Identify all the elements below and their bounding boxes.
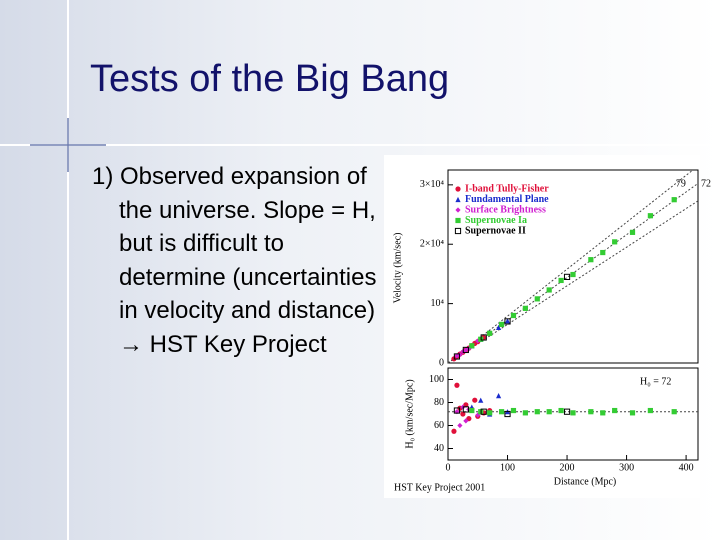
- velocity-point: [495, 324, 502, 330]
- legend-label: Surface Brightness: [465, 204, 546, 215]
- h0-point: [534, 409, 540, 415]
- h0-point: [600, 410, 606, 416]
- y2-tick-label: 60: [434, 420, 444, 431]
- h0-point: [629, 410, 636, 416]
- h0-point: [480, 408, 487, 415]
- y2-tick-label: 40: [434, 443, 444, 454]
- legend-label: Supernovae Ia: [465, 215, 527, 226]
- h0-point: [612, 407, 618, 414]
- velocity-point: [462, 346, 469, 354]
- legend-marker: [455, 217, 461, 224]
- h0-point: [563, 408, 571, 415]
- y-tick-label: 0: [439, 357, 444, 368]
- x-axis-label: Distance (Mpc): [554, 476, 616, 487]
- h0-point: [510, 407, 517, 414]
- velocity-point: [629, 229, 636, 235]
- velocity-point: [504, 318, 511, 325]
- x-tick-label: 300: [619, 462, 634, 473]
- y2-tick-label: 100: [429, 374, 444, 385]
- velocity-point: [600, 249, 606, 256]
- velocity-point: [570, 271, 576, 278]
- h0-point: [478, 397, 484, 403]
- y2-axis-label: H₀ (km/sec/Mpc): [404, 379, 415, 448]
- y-axis-label: Velocity (km/sec): [392, 233, 403, 304]
- velocity-point: [504, 318, 511, 324]
- x-tick-label: 200: [560, 462, 575, 473]
- legend-label: I-band Tully-Fisher: [465, 183, 549, 194]
- velocity-point: [487, 330, 493, 336]
- velocity-point: [463, 347, 469, 353]
- h0-point: [522, 410, 528, 416]
- h0-point: [469, 407, 475, 414]
- legend-marker: [454, 227, 462, 235]
- h0-label: H₀ = 72: [640, 376, 671, 387]
- legend-marker: [455, 207, 461, 213]
- velocity-point: [588, 257, 594, 263]
- h0-point: [570, 410, 576, 416]
- h0-point: [463, 402, 469, 408]
- h0-point: [451, 428, 457, 434]
- velocity-point: [671, 197, 677, 203]
- velocity-point: [612, 239, 618, 245]
- x-tick-label: 100: [500, 462, 515, 473]
- h0-point: [472, 397, 478, 403]
- legend-marker: [455, 186, 461, 192]
- y-tick-label: 2×10⁴: [420, 239, 445, 250]
- credit: HST Key Project 2001: [394, 482, 485, 493]
- y2-tick-label: 80: [434, 397, 444, 408]
- slide-title: Tests of the Big Bang: [90, 58, 450, 100]
- legend-label: Supernovae II: [465, 225, 526, 236]
- h0-point: [498, 409, 505, 415]
- bullet-text: 1) Observed expansion of the universe. S…: [92, 163, 377, 358]
- top-panel-frame: [447, 169, 699, 364]
- h0-point: [453, 407, 461, 414]
- bottom-panel-frame: [447, 367, 699, 461]
- velocity-point: [563, 273, 571, 280]
- h0-point: [558, 407, 564, 414]
- velocity-point: [453, 353, 461, 360]
- y-tick-label: 10⁴: [431, 298, 445, 309]
- velocity-point: [480, 334, 487, 341]
- velocity-point: [469, 343, 475, 349]
- x-tick-label: 0: [446, 462, 451, 473]
- h0-point: [495, 393, 502, 399]
- x-tick-label: 400: [679, 462, 694, 473]
- velocity-point: [558, 277, 564, 284]
- legend-marker: [455, 196, 461, 203]
- velocity-point: [534, 296, 540, 302]
- fit-line-label: 72: [701, 178, 711, 189]
- y-tick-label: 3×10⁴: [420, 179, 445, 190]
- h0-point: [487, 410, 493, 416]
- h0-point: [588, 409, 594, 415]
- h0-point: [463, 418, 469, 424]
- figure-background: [384, 155, 700, 498]
- velocity-point: [498, 321, 505, 327]
- velocity-point: [647, 213, 653, 219]
- velocity-point: [510, 312, 517, 319]
- velocity-point: [546, 287, 552, 293]
- legend-label: Fundamental Plane: [465, 194, 549, 205]
- velocity-point: [522, 305, 528, 311]
- h0-point: [457, 422, 463, 429]
- h0-point: [454, 382, 460, 388]
- h0-point: [460, 411, 466, 417]
- h0-point: [466, 416, 472, 422]
- h0-point: [671, 409, 677, 415]
- fit-line-label: 79: [676, 178, 686, 189]
- h0-point: [504, 410, 511, 418]
- h0-point: [546, 409, 552, 415]
- h0-point: [647, 407, 653, 414]
- h0-point: [462, 406, 469, 413]
- fit-line: [447, 200, 699, 364]
